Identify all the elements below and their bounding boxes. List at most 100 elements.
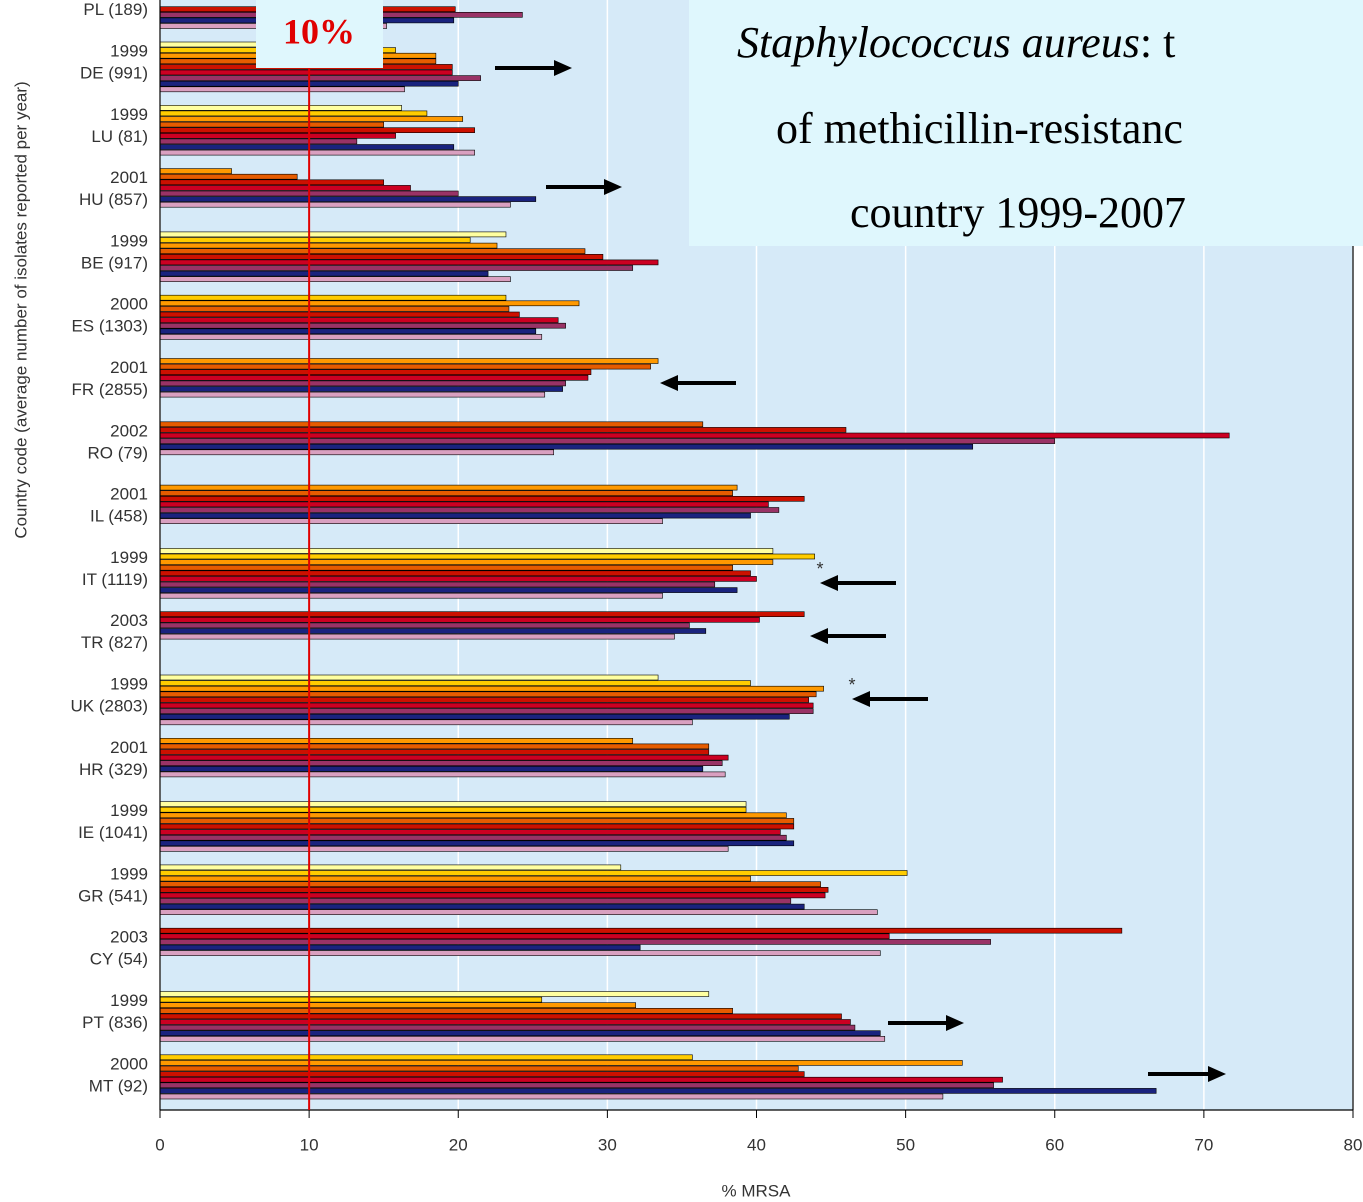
arrow-head: [852, 691, 870, 707]
x-tick-label: 60: [1045, 1135, 1064, 1154]
y-tick-label: TR (827): [81, 633, 148, 652]
bar: [159, 185, 411, 191]
y-tick-label: CY (54): [90, 950, 148, 969]
bar: [159, 116, 464, 122]
y-tick-label: MT (92): [89, 1076, 148, 1095]
annotation-box: [256, 0, 383, 68]
bar: [159, 1093, 944, 1100]
year-label: 1999: [110, 991, 148, 1010]
bar: [159, 628, 707, 634]
bar: [159, 432, 1230, 439]
year-label: 1999: [110, 801, 148, 820]
year-label: 2000: [110, 295, 148, 314]
bar: [159, 702, 814, 709]
bar: [159, 548, 774, 554]
bar: [159, 691, 817, 698]
bar: [159, 512, 751, 519]
bar: [159, 105, 402, 111]
bar: [159, 719, 693, 726]
y-tick-label: IE (1041): [78, 823, 148, 842]
bar: [159, 892, 826, 899]
bar: [159, 196, 537, 202]
bar: [159, 581, 716, 588]
y-tick-label: IL (458): [90, 507, 148, 526]
bar: [159, 121, 384, 128]
bar: [159, 754, 729, 761]
bar: [159, 231, 507, 238]
bar: [159, 518, 663, 525]
labels: 0 10 20 30 40 50 60 70 80 PL (189) 1999 DE (991) 199…: [71, 0, 1363, 1154]
bar: [159, 806, 747, 813]
arrow-head: [554, 60, 572, 76]
x-tick-label: 20: [449, 1135, 468, 1154]
bar: [159, 1013, 842, 1020]
bar: [159, 749, 710, 755]
title-italic: Staphylococcus aureus: [737, 18, 1140, 67]
year-label: 2003: [110, 611, 148, 630]
bar: [159, 633, 675, 640]
bar: [159, 1030, 881, 1036]
bar: [159, 576, 757, 582]
bar: [159, 438, 1056, 444]
bar: [159, 237, 471, 243]
y-tick-label: ES (1303): [71, 317, 148, 336]
annotation: 10%: [283, 11, 355, 51]
bar: [159, 875, 751, 882]
year-label: 2001: [110, 738, 148, 757]
y-tick-label: BE (917): [81, 253, 148, 272]
chart-title: Staphylococcus aureus: t: [737, 18, 1175, 67]
bar: [159, 334, 543, 340]
arrow-head: [810, 628, 828, 644]
chart-title: country 1999-2007: [850, 188, 1186, 237]
bar: [159, 144, 455, 150]
x-tick-label: 10: [300, 1135, 319, 1154]
bar: [159, 138, 358, 145]
bar: [159, 427, 847, 433]
bar: [159, 265, 634, 271]
arrow-head: [604, 179, 622, 195]
bar: [159, 592, 663, 599]
bar: [159, 179, 384, 186]
year-label: 2001: [110, 485, 148, 504]
year-label: 1999: [110, 41, 148, 60]
bar: [159, 771, 726, 778]
bar: [159, 840, 795, 847]
bar: [159, 812, 787, 819]
y-tick-label: PL (189): [83, 0, 148, 19]
bar: [159, 259, 659, 266]
bar: [159, 294, 507, 301]
bar: [159, 870, 908, 876]
year-label: 2001: [110, 358, 148, 377]
bar: [159, 823, 795, 830]
y-tick-label: PT (836): [82, 1013, 148, 1032]
bar: [159, 1007, 733, 1014]
bar: [159, 1076, 1003, 1083]
bar: [159, 991, 710, 997]
bar: [159, 616, 760, 623]
bar: [159, 680, 751, 686]
y-tick-label: RO (79): [88, 443, 148, 462]
bar: [159, 886, 829, 893]
bar: [159, 559, 774, 565]
bar: [159, 495, 805, 502]
bar: [159, 1071, 805, 1077]
arrow-head: [820, 575, 838, 591]
bar: [159, 1024, 856, 1031]
x-tick-label: 70: [1194, 1135, 1213, 1154]
bar: [159, 903, 805, 910]
bar: [159, 317, 559, 323]
bar: [159, 587, 738, 593]
bar: [159, 133, 396, 139]
bar: [159, 380, 566, 387]
y-axis-label: Country code (average number of isolates…: [11, 81, 30, 538]
bar: [159, 1019, 851, 1025]
bar: [159, 996, 543, 1003]
year-label: 1999: [110, 674, 148, 693]
x-tick-label: 40: [747, 1135, 766, 1154]
title-part: : t: [1140, 18, 1175, 67]
bar: [159, 801, 747, 807]
bar: [159, 69, 453, 76]
bar: [159, 1082, 994, 1089]
bar: [159, 898, 792, 904]
